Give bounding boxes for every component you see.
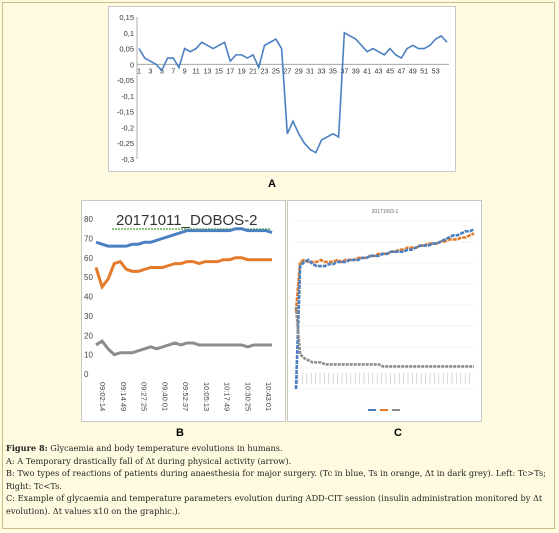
chart-a: 0,15 0,1 0,05 0 -0,05 -0,1 -0,15 -0,2 -0,25 -0,3 1… [117, 13, 449, 164]
x-tick-label: 53 [432, 66, 440, 75]
x-tick-label: 21 [249, 66, 257, 75]
x-tick-label: 7 [171, 66, 175, 75]
y-tick-label: 70 [84, 234, 93, 243]
chart-c: 20171003-1 [294, 209, 476, 411]
label-b: B [176, 427, 184, 439]
chart-b-title: 20171011_DOBOS-2 [116, 212, 257, 229]
series-line-1 [94, 256, 272, 290]
y-tick-label: -0,3 [121, 155, 134, 164]
y-tick-label: 0,15 [119, 13, 134, 22]
y-tick-label: 40 [84, 293, 93, 302]
x-tick-label: 10:43:01 [264, 382, 273, 411]
x-tick-label: 11 [192, 66, 199, 75]
x-tick-label: 3 [148, 66, 152, 75]
x-tick-label: 41 [363, 66, 371, 75]
caption-line-c1: C: Example of glycaemia and temperature … [6, 493, 543, 504]
x-tick-label: 13 [203, 66, 211, 75]
y-tick-label: 0,05 [119, 45, 134, 54]
series-line-0 [294, 232, 475, 312]
chart-b: 0 10 20 30 40 50 60 70 80 20171011_DOBOS-2 09:02:1… [84, 212, 273, 411]
x-tick-label: 09:02:14 [98, 382, 107, 411]
series-line-2 [95, 339, 272, 357]
chart-c-panel: 20171003-1 [287, 200, 482, 422]
x-tick-label: 47 [397, 66, 405, 75]
x-tick-label: 17 [226, 66, 234, 75]
x-tick-label: 09:52:37 [181, 382, 190, 411]
x-tick-label: 39 [352, 66, 360, 75]
caption-title: Figure 8: Glycaemia and body temperature… [6, 443, 283, 453]
y-tick-label: 10 [84, 351, 93, 360]
x-tick-label: 1 [137, 66, 141, 75]
series-line-0 [95, 227, 273, 248]
figure-frame [2, 2, 555, 529]
x-tick-label: 29 [295, 66, 303, 75]
series-line [138, 31, 448, 154]
x-tick-label: 49 [409, 66, 417, 75]
x-tick-label: 37 [340, 66, 348, 75]
x-tick-label: 10:30:25 [243, 382, 252, 411]
x-tick-label: 27 [283, 66, 291, 75]
y-tick-label: 0 [130, 60, 134, 69]
x-tick-label: 25 [272, 66, 280, 75]
x-tick-label: 09:40:01 [160, 382, 169, 411]
y-tick-label: -0,05 [117, 76, 134, 85]
y-tick-label: 0,1 [124, 29, 134, 38]
caption-line-a: A: A Temporary drastically fall of Δt du… [6, 455, 292, 466]
figure-caption: Figure 8: Glycaemia and body temperature… [6, 442, 551, 518]
chart-c-title: 20171003-1 [372, 209, 399, 215]
y-tick-label: -0,25 [117, 139, 134, 148]
y-tick-label: -0,15 [117, 108, 134, 117]
series-line-2 [294, 306, 474, 368]
x-tick-label: 31 [306, 66, 314, 75]
label-a: A [268, 178, 276, 190]
x-tick-label: 15 [215, 66, 223, 75]
x-tick-label: 51 [420, 66, 428, 75]
y-tick-label: 50 [84, 273, 93, 282]
x-tick-label: 23 [260, 66, 268, 75]
y-tick-label: 80 [84, 215, 93, 224]
x-tick-label: 43 [375, 66, 383, 75]
y-tick-label: 30 [84, 312, 93, 321]
chart-a-panel: 0,15 0,1 0,05 0 -0,05 -0,1 -0,15 -0,2 -0,25 -0,3 1… [108, 6, 456, 172]
caption-line-b1: B: Two types of reactions of patients du… [6, 468, 546, 479]
caption-line-b2: Right: Tc<Ts. [6, 480, 62, 491]
x-tick-label: 10:17:49 [223, 382, 232, 411]
series-line-1 [294, 228, 475, 390]
y-tick-label: -0,2 [121, 123, 134, 132]
x-tick-label: 09:27:25 [140, 382, 149, 411]
x-tick-label: 09:14:49 [119, 382, 128, 411]
x-tick-label: 10:05:13 [202, 382, 211, 411]
x-tick-label: 19 [238, 66, 246, 75]
caption-line-c2: evolution). Δt values x10 on the graphic… [6, 505, 181, 516]
y-tick-label: 0 [84, 370, 89, 379]
x-tick-label: 9 [183, 66, 187, 75]
x-tick-label: 45 [386, 66, 394, 75]
y-tick-label: 20 [84, 331, 93, 340]
y-tick-label: -0,1 [121, 92, 134, 101]
x-tick-label: 33 [318, 66, 326, 75]
label-c: C [394, 427, 402, 439]
y-tick-label: 60 [84, 254, 93, 263]
x-tick-label: 35 [329, 66, 337, 75]
chart-b-panel: 0 10 20 30 40 50 60 70 80 20171011_DOBOS-2 09:02:1… [81, 200, 286, 422]
